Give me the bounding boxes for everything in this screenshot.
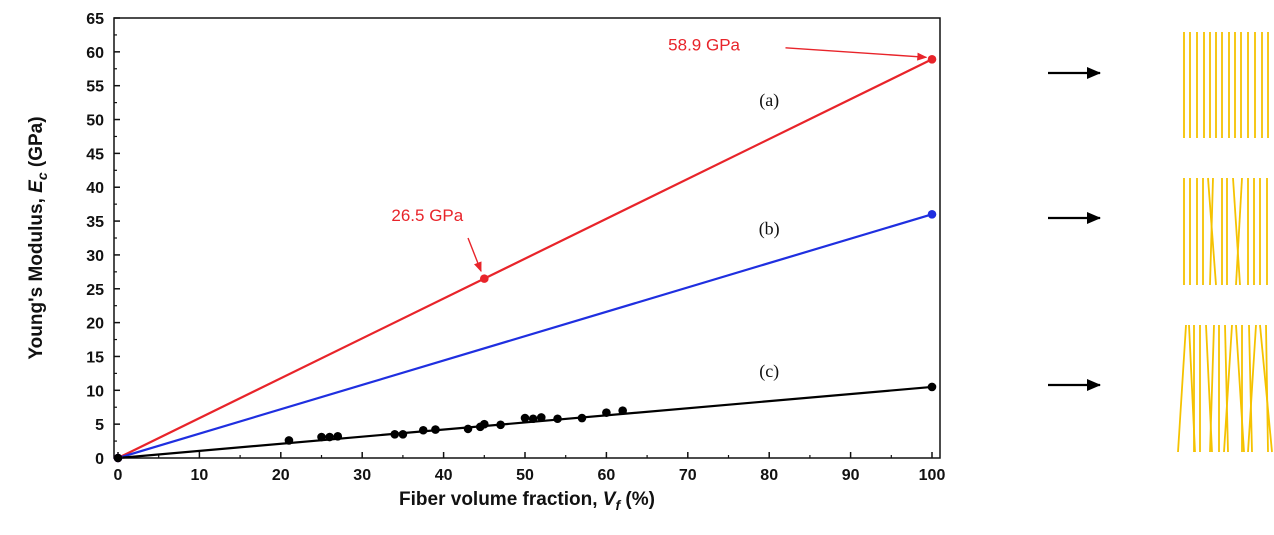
series-a-line xyxy=(117,58,933,459)
x-tick-label: 70 xyxy=(679,467,697,484)
y-tick-label: 35 xyxy=(86,214,104,231)
series-b-label: (b) xyxy=(759,219,780,240)
y-tick-label: 50 xyxy=(86,113,104,130)
y-tick-label: 60 xyxy=(86,45,104,62)
series-c-point xyxy=(528,414,538,424)
fiber-strand xyxy=(1247,324,1257,453)
y-axis: 0 5 10 15 20 25 30 35 40 45 50 55 60 65 xyxy=(86,11,120,468)
x-axis: 0 10 20 30 40 50 60 70 80 90 100 xyxy=(114,452,946,484)
series-labels: (a) (b) (c) xyxy=(759,90,780,382)
series-c-point xyxy=(284,436,294,445)
y-tick-label: 5 xyxy=(95,417,104,434)
series-c-point xyxy=(618,406,627,415)
x-tick-label: 90 xyxy=(842,467,860,484)
series-c-point xyxy=(431,425,440,434)
fiber-diagrams xyxy=(1048,32,1273,453)
series-c-point xyxy=(496,420,505,430)
series-c-point xyxy=(113,453,123,463)
annotation-arrow xyxy=(467,237,482,273)
series-c-point xyxy=(317,432,326,442)
series-c-point xyxy=(577,413,587,423)
fiber-strand xyxy=(1265,324,1269,453)
series-c-point xyxy=(536,413,546,422)
x-tick-label: 80 xyxy=(760,467,778,484)
series-c-point xyxy=(553,414,562,424)
series-lines xyxy=(117,58,933,460)
annotation-arrow xyxy=(785,47,928,61)
series-b-point xyxy=(927,210,937,219)
y-tick-label: 25 xyxy=(86,282,104,299)
x-tick-label: 60 xyxy=(598,467,616,484)
x-tick-label: 100 xyxy=(919,467,946,484)
fiber-strand xyxy=(1232,177,1241,286)
y-tick-label: 20 xyxy=(86,316,104,333)
annotation-label: 58.9 GPa xyxy=(668,35,740,54)
series-c-point xyxy=(927,382,937,392)
fiber-strand xyxy=(1235,177,1243,286)
fiber-strand xyxy=(1209,177,1214,286)
series-c-point xyxy=(418,425,428,435)
series-c-point xyxy=(463,424,473,434)
series-a-label: (a) xyxy=(759,90,779,111)
series-c-point xyxy=(602,408,611,417)
series-b-line xyxy=(117,213,933,460)
y-tick-label: 0 xyxy=(95,451,104,468)
x-axis-title: Fiber volume fraction, Vf (%) xyxy=(399,489,655,513)
series-c-line xyxy=(117,385,933,460)
x-tick-label: 0 xyxy=(114,467,123,484)
series-c-point xyxy=(398,430,408,439)
annotation-label: 26.5 GPa xyxy=(391,206,463,225)
fiber-strand xyxy=(1209,324,1215,453)
y-tick-label: 10 xyxy=(86,383,104,400)
fiber-strand xyxy=(1223,324,1233,453)
series-c-point xyxy=(325,432,334,442)
x-tick-label: 10 xyxy=(191,467,209,484)
fiber-strand xyxy=(1177,324,1187,453)
plot-area: 0 10 20 30 40 50 60 70 80 90 100 0 5 10 15 20 25 30 35 40 4… xyxy=(86,11,945,484)
series-c-point xyxy=(480,419,489,429)
series-c-point xyxy=(333,432,343,441)
x-tick-label: 40 xyxy=(435,467,453,484)
y-tick-label: 65 xyxy=(86,11,104,28)
y-tick-label: 15 xyxy=(86,349,104,366)
x-tick-label: 50 xyxy=(516,467,534,484)
x-tick-label: 20 xyxy=(272,467,290,484)
series-c-point xyxy=(520,413,530,423)
y-tick-label: 40 xyxy=(86,180,104,197)
fiber-strand xyxy=(1248,324,1253,453)
series-a-point xyxy=(927,54,937,64)
fiber-strand xyxy=(1259,324,1273,453)
series-c-label: (c) xyxy=(759,361,779,382)
series-points xyxy=(113,54,937,463)
series-a-point xyxy=(480,274,489,283)
y-axis-title: Young's Modulus, Ec (GPa) xyxy=(26,116,50,359)
y-tick-label: 45 xyxy=(86,146,104,163)
fiber-strand xyxy=(1224,324,1229,453)
plot-frame xyxy=(113,17,941,459)
y-tick-label: 30 xyxy=(86,248,104,265)
x-tick-label: 30 xyxy=(353,467,371,484)
y-tick-label: 55 xyxy=(86,79,104,96)
annotations: 58.9 GPa 26.5 GPa xyxy=(391,35,928,273)
series-c-point xyxy=(390,430,400,439)
